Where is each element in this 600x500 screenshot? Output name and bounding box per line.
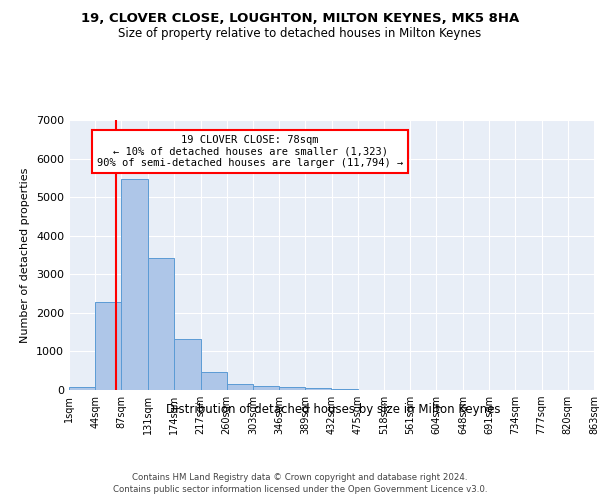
Bar bbox=[305, 388, 331, 390]
Bar bbox=[279, 388, 305, 390]
Bar bbox=[121, 178, 148, 390]
Y-axis label: Number of detached properties: Number of detached properties bbox=[20, 168, 31, 342]
Text: 19, CLOVER CLOSE, LOUGHTON, MILTON KEYNES, MK5 8HA: 19, CLOVER CLOSE, LOUGHTON, MILTON KEYNE… bbox=[81, 12, 519, 26]
Text: Contains public sector information licensed under the Open Government Licence v3: Contains public sector information licen… bbox=[113, 485, 487, 494]
Bar bbox=[95, 302, 121, 390]
Bar bbox=[253, 386, 279, 390]
Bar bbox=[175, 340, 200, 390]
Text: Size of property relative to detached houses in Milton Keynes: Size of property relative to detached ho… bbox=[118, 28, 482, 40]
Bar bbox=[69, 387, 95, 390]
Text: 19 CLOVER CLOSE: 78sqm
← 10% of detached houses are smaller (1,323)
90% of semi-: 19 CLOVER CLOSE: 78sqm ← 10% of detached… bbox=[97, 135, 403, 168]
Text: Contains HM Land Registry data © Crown copyright and database right 2024.: Contains HM Land Registry data © Crown c… bbox=[132, 472, 468, 482]
Bar bbox=[200, 372, 227, 390]
Text: Distribution of detached houses by size in Milton Keynes: Distribution of detached houses by size … bbox=[166, 402, 500, 415]
Bar bbox=[227, 384, 253, 390]
Bar bbox=[148, 258, 175, 390]
